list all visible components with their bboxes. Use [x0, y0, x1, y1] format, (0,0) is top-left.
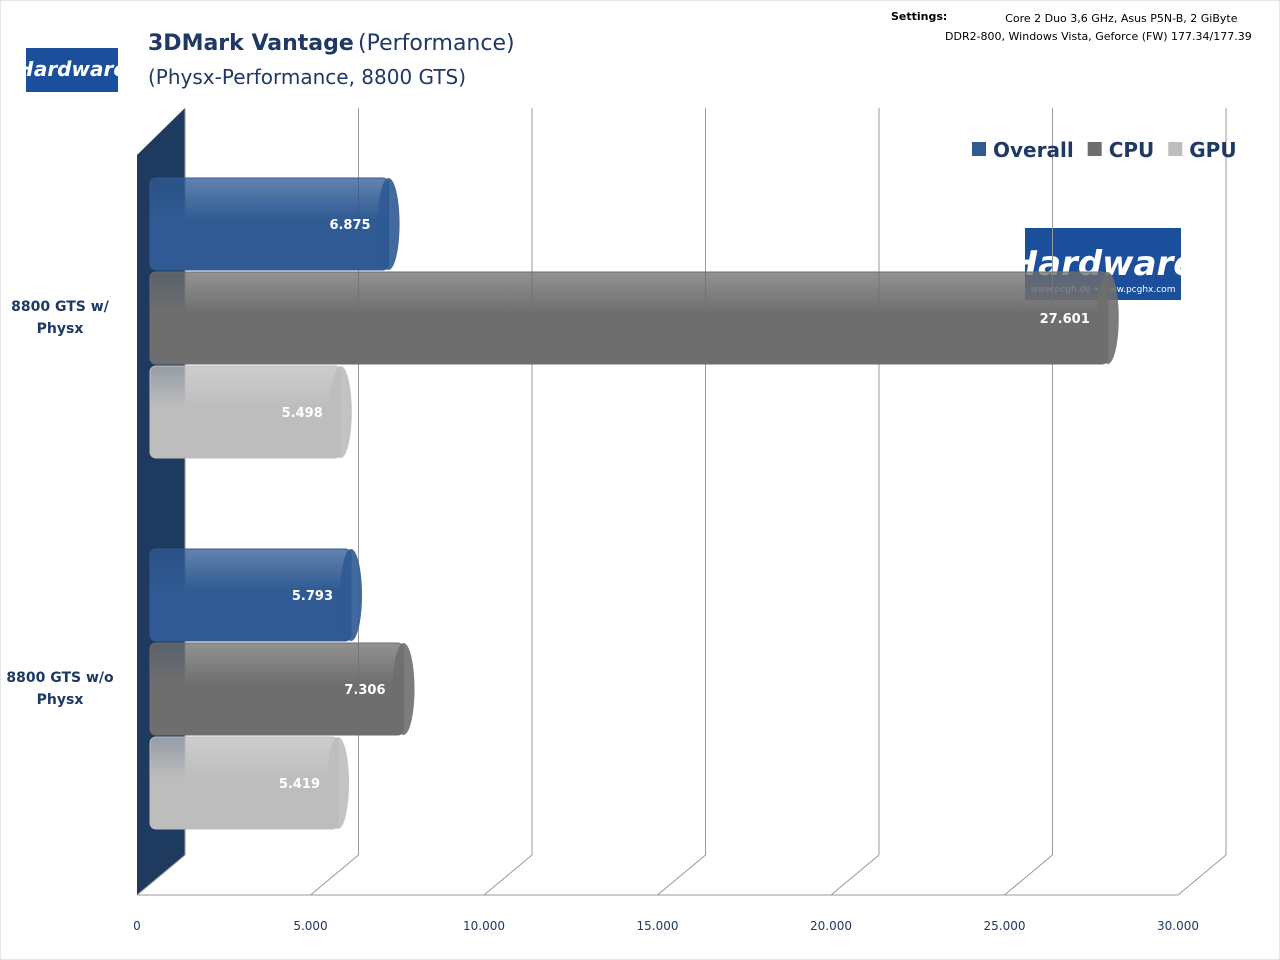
bar-cap — [1096, 272, 1119, 364]
bar-cap — [392, 643, 415, 735]
bar-cap — [327, 737, 350, 829]
x-tick-label: 15.000 — [637, 919, 679, 933]
legend-label: Overall — [993, 138, 1074, 162]
value-label: 5.419 — [279, 777, 320, 792]
grid-line — [310, 854, 359, 896]
value-label: 6.875 — [329, 218, 370, 233]
logo-brand: Hardware — [17, 57, 127, 81]
x-tick-label: 0 — [133, 919, 141, 933]
settings-label: Settings: — [891, 10, 947, 23]
settings: Settings: Core 2 Duo 3,6 GHz, Asus P5N-B… — [945, 10, 1275, 46]
grid-line — [657, 854, 706, 896]
grid-line — [830, 854, 880, 896]
grid-line — [1004, 854, 1053, 896]
legend-label: GPU — [1189, 138, 1236, 162]
bar — [149, 271, 1109, 365]
bar-cap — [377, 178, 400, 270]
x-tick-label: 10.000 — [463, 919, 505, 933]
value-label: 27.601 — [1040, 312, 1090, 327]
legend-swatch — [1168, 142, 1183, 156]
x-tick-label: 20.000 — [810, 919, 852, 933]
logo-box — [26, 48, 118, 92]
title-suffix: (Performance) — [358, 31, 515, 56]
grid-line — [483, 854, 533, 896]
value-label: 7.306 — [344, 683, 385, 698]
value-label: 5.498 — [282, 406, 323, 421]
subtitle: (Physx-Performance, 8800 GTS) — [148, 65, 466, 89]
legend-swatch — [972, 142, 986, 156]
title: 3DMark Vantage — [148, 31, 354, 56]
x-tick-label: 25.000 — [984, 919, 1026, 933]
settings-text: Core 2 Duo 3,6 GHz, Asus P5N-B, 2 GiByte… — [945, 12, 1252, 43]
legend-label: CPU — [1109, 138, 1155, 162]
x-tick-label: 30.000 — [1157, 919, 1199, 933]
y-tick-label: 8800 GTS w/ Physx — [11, 299, 109, 337]
legend-swatch — [1087, 142, 1102, 156]
grid-line — [1177, 854, 1227, 896]
bar-cap — [340, 549, 363, 641]
grid-line — [136, 854, 186, 896]
value-label: 5.793 — [292, 589, 333, 604]
y-tick-label: 8800 GTS w/o Physx — [6, 670, 114, 708]
x-tick-label: 5.000 — [293, 919, 327, 933]
bar-cap — [329, 366, 352, 458]
